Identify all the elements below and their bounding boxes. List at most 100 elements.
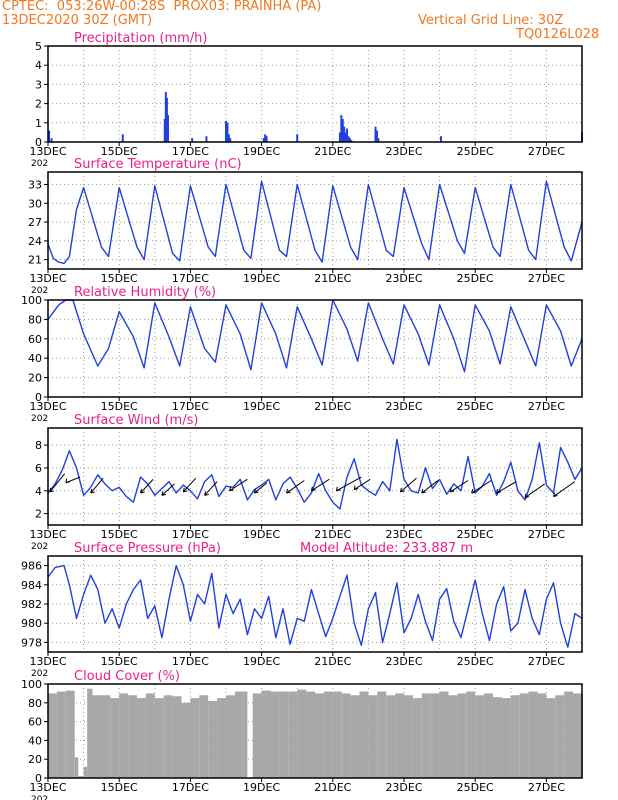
precip-bar xyxy=(377,138,380,142)
cloud-bar xyxy=(546,698,556,778)
x-tick-label: 23DEC xyxy=(385,528,422,541)
x-year-fragment: 202 xyxy=(31,159,48,169)
cloud-bar xyxy=(154,698,164,778)
precip-bar xyxy=(341,118,344,142)
x-tick-label: 27DEC xyxy=(528,145,565,158)
x-tick-label: 17DEC xyxy=(172,655,209,668)
wind-arrow xyxy=(161,483,175,496)
cloud-bar xyxy=(217,698,226,778)
x-tick-label: 25DEC xyxy=(457,400,494,413)
y-tick-label: 4 xyxy=(35,485,42,498)
x-tick-label: 23DEC xyxy=(385,781,422,794)
x-tick-label: 21DEC xyxy=(314,528,351,541)
cloud-bar xyxy=(83,766,88,778)
x-year-fragment: 202 xyxy=(31,286,48,296)
wind-arrow-head xyxy=(353,485,359,491)
wind-arrow-head xyxy=(161,491,167,496)
x-tick-label: 27DEC xyxy=(528,400,565,413)
cloud-bar xyxy=(243,691,248,778)
x-year-fragment: 202 xyxy=(31,669,48,679)
cloud-bar xyxy=(110,698,120,778)
x-tick-label: 19DEC xyxy=(243,781,280,794)
cloud-bar xyxy=(315,693,324,778)
series-line xyxy=(47,438,583,510)
precip-bar xyxy=(346,128,349,142)
wind-arrow xyxy=(450,480,469,493)
cloud-bar xyxy=(412,698,422,778)
wind-arrow xyxy=(336,476,362,492)
precip-bar xyxy=(227,134,230,142)
y-tick-label: 100 xyxy=(21,678,42,691)
x-tick-label: 15DEC xyxy=(101,145,138,158)
panel-frame xyxy=(47,683,583,779)
x-tick-label: 25DEC xyxy=(457,655,494,668)
precip-bar xyxy=(165,97,168,142)
cloud-bar xyxy=(270,691,280,778)
x-tick-label: 15DEC xyxy=(101,528,138,541)
y-tick-label: 33 xyxy=(28,179,42,192)
x-tick-label: 17DEC xyxy=(172,145,209,158)
panel-4: Surface Wind (m/s) 2 4 6 8 13DEC 15DEC 17DEC 19D… xyxy=(29,413,583,552)
precip-bar xyxy=(262,138,265,142)
x-tick-label: 15DEC xyxy=(101,781,138,794)
y-tick-label: 4 xyxy=(35,59,42,72)
precip-bar xyxy=(226,122,229,142)
cloud-bar xyxy=(573,693,582,778)
precip-bar xyxy=(296,134,299,142)
wind-arrow-head xyxy=(204,491,209,496)
precip-bar xyxy=(50,138,53,142)
y-tick-label: 0 xyxy=(35,772,42,785)
cloud-bar xyxy=(386,695,396,778)
wind-arrow-head xyxy=(49,487,54,493)
cloud-bar xyxy=(172,696,182,778)
cloud-bar xyxy=(323,691,333,778)
wind-arrow-head xyxy=(65,478,70,484)
cloud-bar xyxy=(421,693,431,778)
x-tick-label: 21DEC xyxy=(314,781,351,794)
precip-bar xyxy=(344,132,347,142)
header-station: CPTEC: 053:26W-00:28S PROX03: PRAINHA (P… xyxy=(2,0,322,14)
wind-arrow-head xyxy=(496,488,501,494)
precip-bar xyxy=(48,130,51,142)
y-tick-label: 100 xyxy=(21,294,42,307)
x-tick-label: 17DEC xyxy=(172,272,209,285)
y-tick-label: 80 xyxy=(28,313,42,326)
y-tick-label: 27 xyxy=(28,216,42,229)
y-tick-label: 5 xyxy=(35,40,42,53)
x-tick-label: 19DEC xyxy=(243,528,280,541)
x-tick-label: 27DEC xyxy=(528,528,565,541)
cloud-bar xyxy=(128,695,137,778)
precip-bar xyxy=(265,136,268,142)
wind-arrow xyxy=(553,481,576,497)
x-tick-label: 13DEC xyxy=(29,145,66,158)
panel-2: Surface Temperature (nC) 21 24 27 30 33 13DEC 1… xyxy=(28,157,583,296)
wind-arrow xyxy=(182,477,197,493)
header-date: 13DEC2020 30Z (GMT) xyxy=(2,13,153,28)
series-line xyxy=(47,564,583,648)
panel-3: Relative Humidity (%) 0 20 40 60 80 100 13DEC 15… xyxy=(21,285,583,424)
precip-bar xyxy=(374,126,377,142)
y-tick-label: 60 xyxy=(28,716,42,729)
precip-bar xyxy=(343,126,346,142)
precip-bar xyxy=(166,115,169,142)
y-tick-label: 980 xyxy=(21,617,42,630)
x-year-fragment: 202 xyxy=(31,542,48,552)
x-tick-label: 27DEC xyxy=(528,272,565,285)
cloud-bar xyxy=(377,691,387,778)
cloud-bar xyxy=(404,695,413,778)
x-tick-label: 17DEC xyxy=(172,400,209,413)
y-tick-label: 80 xyxy=(28,697,42,710)
wind-arrow-head xyxy=(524,493,530,499)
cloud-bar xyxy=(484,693,493,778)
cloud-bar xyxy=(261,690,271,778)
panel-subtitle: Model Altitude: 233.887 m xyxy=(300,541,473,556)
x-tick-label: 21DEC xyxy=(314,145,351,158)
y-tick-label: 0 xyxy=(35,136,42,149)
precip-bar xyxy=(164,92,167,142)
x-tick-label: 25DEC xyxy=(457,781,494,794)
cloud-bar xyxy=(190,698,200,778)
panel-title: Cloud Cover (%) xyxy=(74,669,180,684)
y-tick-label: 982 xyxy=(21,598,42,611)
y-tick-label: 40 xyxy=(28,734,42,747)
precip-bar xyxy=(340,115,343,142)
